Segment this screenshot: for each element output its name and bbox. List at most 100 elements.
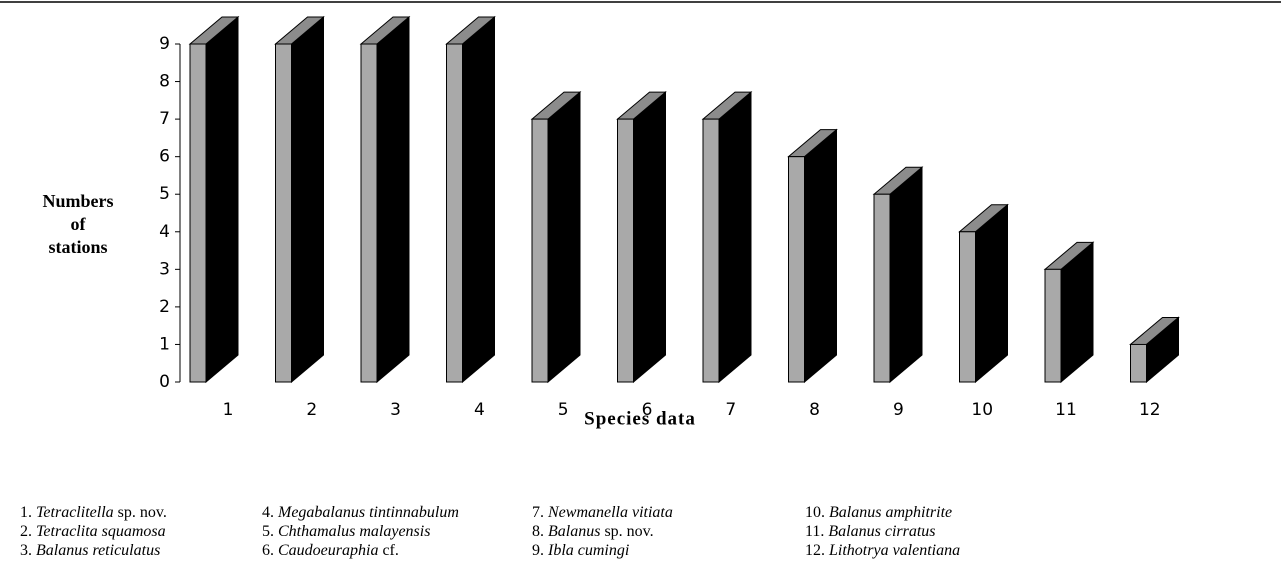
legend-entry: 7. Newmanella vitiata: [532, 504, 673, 521]
bar-3d: [1043, 241, 1095, 384]
bar-3d: [701, 91, 753, 384]
y-axis-label: of: [71, 214, 87, 234]
x-tick-label: 2: [306, 400, 317, 420]
legend-entry: 4. Megabalanus tintinnabulum: [262, 504, 459, 521]
bar: [873, 193, 891, 383]
legend-qualifier: sp. nov.: [118, 504, 167, 521]
x-tick-label: 7: [725, 400, 736, 420]
legend-number: 10.: [805, 504, 825, 521]
bar-3d: [958, 203, 1009, 384]
x-tick-label: 4: [474, 400, 485, 420]
x-tick-label: 11: [1055, 400, 1077, 420]
legend-entry: 9. Ibla cumingi: [532, 542, 629, 559]
x-tick-label: 8: [809, 400, 820, 420]
legend-number: 4.: [262, 504, 274, 521]
bar-side: [633, 91, 666, 384]
legend-species: Megabalanus tintinnabulum: [277, 504, 459, 521]
legend-entry: 8. Balanus sp. nov.: [532, 523, 654, 540]
legend-number: 9.: [532, 542, 544, 559]
bar: [189, 43, 207, 383]
legend-number: 12.: [805, 542, 825, 559]
y-tick-label: 4: [159, 222, 170, 242]
legend-number: 2.: [20, 523, 32, 540]
legend-entry: 5. Chthamalus malayensis: [262, 523, 430, 540]
y-tick-label: 5: [159, 184, 170, 204]
bar: [788, 156, 805, 383]
bar-3d: [274, 15, 325, 384]
legend-number: 1.: [20, 504, 32, 521]
legend-species: Lithotrya valentiana: [828, 542, 960, 559]
bar-side: [975, 203, 1008, 384]
legend-species: Balanus reticulatus: [36, 542, 160, 559]
legend-entry: 3. Balanus reticulatus: [20, 542, 160, 559]
legend-species: Tetraclitella: [36, 504, 114, 521]
legend-number: 8.: [532, 523, 544, 540]
legend-species: Ibla cumingi: [547, 542, 629, 559]
bar-side: [547, 91, 581, 384]
bar: [360, 43, 378, 383]
y-tick-label: 0: [159, 372, 170, 392]
x-tick-label: 10: [971, 400, 993, 420]
bar-3d: [359, 15, 411, 384]
y-tick-label: 3: [159, 259, 170, 279]
legend-number: 5.: [262, 523, 274, 540]
y-tick-label: 9: [159, 34, 170, 54]
legend-species: Balanus amphitrite: [829, 504, 952, 521]
bar-side: [291, 15, 324, 384]
legend-number: 6.: [262, 542, 274, 559]
legend-entry: 11. Balanus cirratus: [805, 523, 936, 540]
y-tick-label: 2: [159, 297, 170, 317]
legend-species: Newmanella vitiata: [547, 504, 673, 521]
legend-entry: 6. Caudoeuraphia cf.: [262, 542, 399, 559]
bar: [959, 231, 976, 383]
x-tick-label: 1: [223, 400, 234, 420]
legend-species: Balanus: [548, 523, 600, 540]
y-tick-label: 1: [159, 334, 170, 354]
legend-entry: 12. Lithotrya valentiana: [805, 542, 960, 559]
x-tick-label: 3: [390, 400, 401, 420]
y-tick-label: 8: [159, 72, 170, 92]
bar-side: [462, 15, 495, 384]
x-axis-label: Species data: [584, 408, 696, 429]
x-tick-label: 12: [1139, 400, 1161, 420]
bar-3d: [445, 15, 496, 384]
bar-3d: [1129, 316, 1180, 384]
legend-qualifier: sp. nov.: [604, 523, 653, 540]
bar-side: [205, 15, 239, 384]
legend-species: Caudoeuraphia: [278, 542, 378, 559]
bar-side: [718, 91, 752, 384]
bar-side: [376, 15, 410, 384]
bar-3d: [530, 91, 582, 384]
legend-number: 11.: [805, 523, 824, 540]
bar: [275, 43, 292, 383]
bar-3d: [872, 166, 924, 384]
y-axis-label: Numbers: [43, 191, 114, 211]
x-tick-label: 5: [558, 400, 569, 420]
y-tick-label: 7: [159, 109, 170, 129]
legend-number: 3.: [20, 542, 32, 559]
x-tick-label: 9: [893, 400, 904, 420]
legend-number: 7.: [532, 504, 544, 521]
bar: [446, 43, 463, 383]
bar-3d: [188, 15, 240, 384]
bar-3d: [616, 91, 667, 384]
legend-species: Tetraclita squamosa: [36, 523, 166, 540]
bar-side: [804, 128, 837, 384]
legend-entry: 10. Balanus amphitrite: [805, 504, 952, 521]
bar-side: [889, 166, 923, 384]
legend-qualifier: cf.: [382, 542, 398, 559]
bar: [531, 118, 549, 383]
bar: [1130, 343, 1147, 383]
bar: [617, 118, 634, 383]
bar-3d: [787, 128, 838, 384]
y-axis-label: stations: [48, 237, 107, 257]
bar: [702, 118, 720, 383]
legend-entry: 1. Tetraclitella sp. nov.: [20, 504, 167, 521]
legend-species: Balanus cirratus: [828, 523, 935, 540]
y-tick-label: 6: [159, 147, 170, 167]
legend-entry: 2. Tetraclita squamosa: [20, 523, 166, 540]
x-tick-label: 6: [642, 400, 653, 420]
bar: [1044, 268, 1062, 383]
legend-species: Chthamalus malayensis: [278, 523, 430, 540]
